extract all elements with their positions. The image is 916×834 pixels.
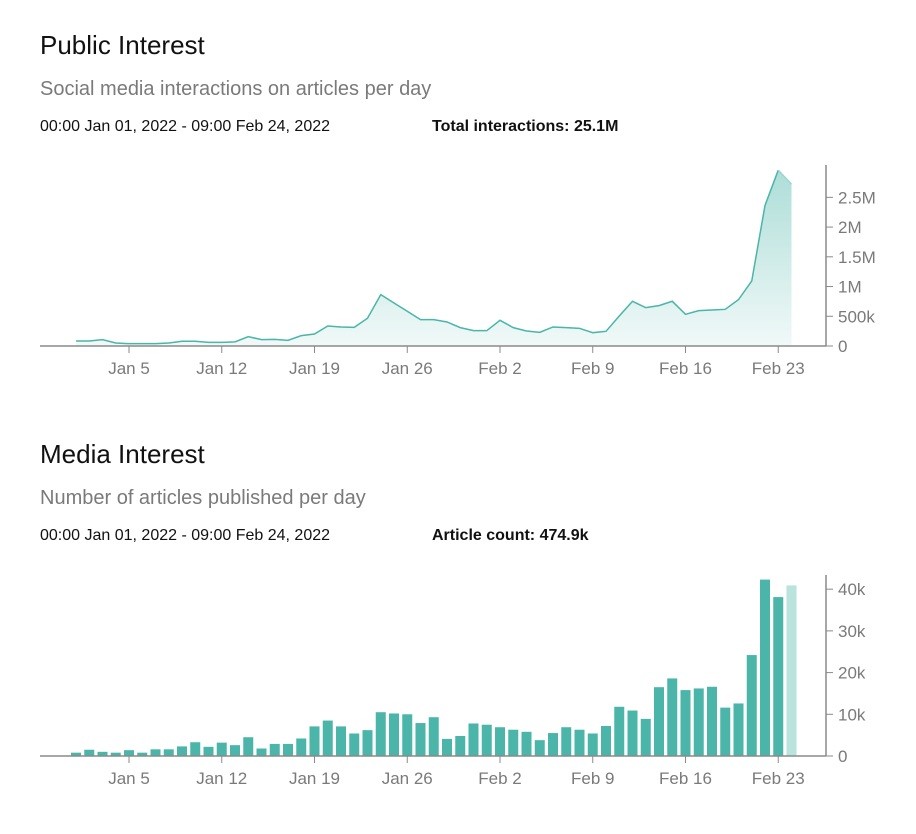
bar bbox=[203, 746, 214, 756]
bar bbox=[521, 731, 532, 756]
bar bbox=[773, 597, 784, 756]
bar bbox=[163, 749, 174, 756]
bar bbox=[654, 687, 664, 756]
bar bbox=[428, 717, 439, 756]
x-tick-label: Feb 16 bbox=[659, 359, 712, 378]
bar bbox=[733, 703, 744, 756]
public-interest-title: Public Interest bbox=[40, 30, 205, 60]
media-interest-date-range: 00:00 Jan 01, 2022 - 09:00 Feb 24, 2022 bbox=[40, 527, 331, 544]
bar bbox=[548, 733, 558, 756]
bar bbox=[216, 742, 227, 756]
bar bbox=[177, 746, 187, 756]
bar bbox=[455, 735, 466, 756]
bar bbox=[667, 678, 678, 756]
bar bbox=[495, 727, 505, 756]
y-tick-label: 30k bbox=[838, 622, 866, 641]
x-tick-label: Feb 23 bbox=[752, 359, 805, 378]
bar bbox=[97, 751, 108, 756]
x-tick-label: Feb 2 bbox=[478, 359, 521, 378]
public-interest-chart: Jan 5 Jan 12 Jan 19 Jan 26 Feb 2 Feb 9 Feb 16 F… bbox=[40, 165, 876, 378]
series-line-partial bbox=[777, 169, 793, 185]
bar bbox=[707, 686, 717, 756]
bar bbox=[150, 749, 161, 756]
bar bbox=[627, 710, 638, 756]
bar bbox=[415, 723, 426, 756]
bar bbox=[375, 712, 386, 756]
series-line bbox=[76, 169, 779, 345]
bar bbox=[322, 720, 333, 756]
x-tick-label: Jan 12 bbox=[196, 359, 247, 378]
x-tick-label: Jan 19 bbox=[289, 359, 340, 378]
bar bbox=[269, 743, 280, 756]
bar bbox=[561, 727, 572, 756]
bar bbox=[680, 690, 691, 756]
y-tick-label: 500k bbox=[838, 307, 875, 326]
y-tick-label: 40k bbox=[838, 580, 866, 599]
bar bbox=[746, 655, 757, 756]
bar bbox=[640, 718, 651, 756]
bar bbox=[389, 713, 399, 756]
bar bbox=[720, 707, 731, 756]
total-interactions: Total interactions: 25.1M bbox=[432, 118, 619, 135]
bar bbox=[349, 733, 360, 756]
article-count: Article count: 474.9k bbox=[432, 527, 589, 544]
bar bbox=[601, 725, 611, 756]
bar bbox=[402, 714, 413, 756]
bar bbox=[587, 733, 598, 756]
x-tick-label: Feb 16 bbox=[659, 769, 712, 788]
bar bbox=[71, 752, 81, 756]
x-tick-label: Feb 9 bbox=[571, 769, 614, 788]
y-tick-label: 2M bbox=[838, 218, 862, 237]
x-tick-label: Feb 9 bbox=[571, 359, 614, 378]
x-tick-label: Feb 23 bbox=[752, 769, 805, 788]
y-tick-label: 10k bbox=[838, 705, 866, 724]
bar bbox=[786, 585, 797, 756]
bar bbox=[336, 726, 346, 756]
bar bbox=[230, 745, 240, 756]
y-tick-label: 2.5M bbox=[838, 188, 876, 207]
x-tick-label: Jan 12 bbox=[196, 769, 247, 788]
bar bbox=[614, 706, 625, 756]
area-fill bbox=[76, 170, 792, 346]
y-tick-label: 0 bbox=[838, 747, 847, 766]
x-tick-label: Feb 2 bbox=[478, 769, 521, 788]
bar bbox=[256, 748, 267, 756]
y-tick-label: 1M bbox=[838, 278, 862, 297]
bar bbox=[442, 738, 452, 756]
x-tick-label: Jan 19 bbox=[289, 769, 340, 788]
x-tick-label: Jan 26 bbox=[382, 359, 433, 378]
bar bbox=[124, 750, 134, 756]
bar bbox=[508, 729, 519, 756]
bar bbox=[190, 742, 201, 756]
bar bbox=[110, 752, 121, 756]
bar bbox=[468, 723, 479, 756]
public-interest-subtitle: Social media interactions on articles pe… bbox=[40, 78, 432, 100]
bar bbox=[309, 726, 320, 756]
bar bbox=[283, 743, 293, 756]
bar bbox=[693, 688, 704, 756]
media-interest-title: Media Interest bbox=[40, 439, 205, 469]
x-tick-label: Jan 5 bbox=[108, 359, 150, 378]
y-tick-label: 20k bbox=[838, 664, 866, 683]
bar bbox=[534, 740, 545, 756]
bar bbox=[243, 737, 254, 756]
bar bbox=[84, 749, 95, 756]
x-tick-label: Jan 26 bbox=[382, 769, 433, 788]
bar bbox=[296, 738, 307, 756]
public-interest-date-range: 00:00 Jan 01, 2022 - 09:00 Feb 24, 2022 bbox=[40, 118, 331, 135]
media-interest-subtitle: Number of articles published per day bbox=[40, 487, 366, 509]
bar bbox=[362, 730, 373, 756]
bar bbox=[760, 579, 770, 756]
bar bbox=[574, 729, 585, 756]
bar bbox=[481, 724, 492, 756]
x-tick-label: Jan 5 bbox=[108, 769, 150, 788]
y-tick-label: 0 bbox=[838, 337, 847, 356]
bar bbox=[137, 752, 148, 756]
y-tick-label: 1.5M bbox=[838, 248, 876, 267]
